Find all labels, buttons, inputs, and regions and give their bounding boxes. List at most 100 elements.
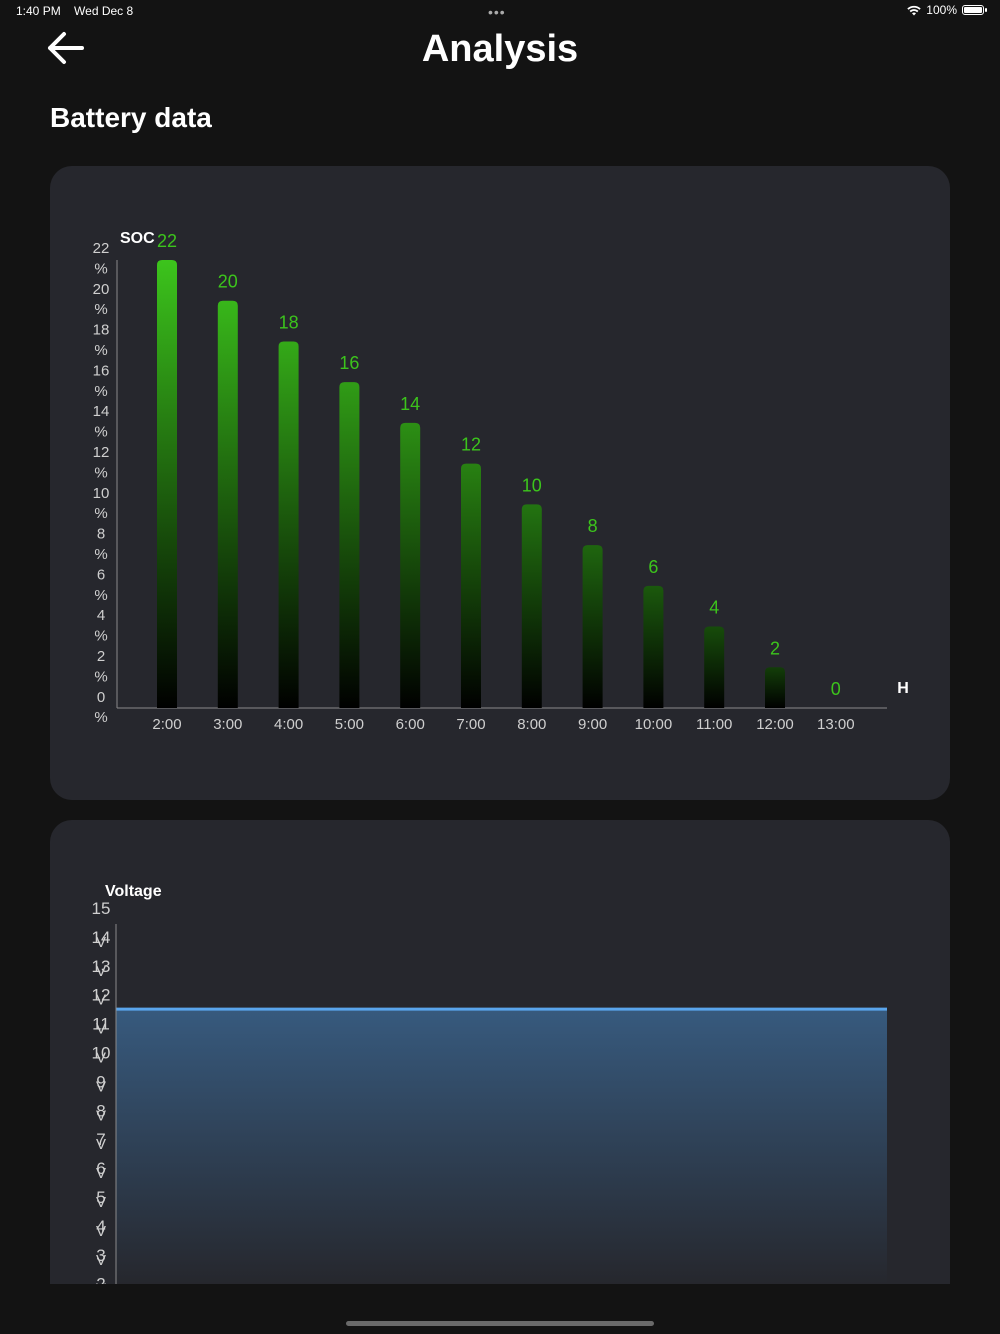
- voltage-y-tick-label: 9: [96, 1072, 105, 1091]
- voltage-y-axis-title: Voltage: [105, 883, 162, 900]
- soc-bar-value-label: 6: [648, 557, 658, 577]
- battery-percent: 100%: [926, 3, 957, 17]
- status-bar: 1:40 PM Wed Dec 8 ••• 100%: [0, 0, 1000, 24]
- voltage-y-tick-label: 3: [96, 1246, 105, 1265]
- status-right: 100%: [907, 3, 987, 17]
- soc-x-tick-label: 13:00: [817, 716, 855, 733]
- voltage-y-tick-label: 6: [96, 1159, 105, 1178]
- voltage-y-tick-label: 14: [92, 928, 111, 947]
- soc-y-tick-label: %: [94, 383, 107, 400]
- soc-bar-value-label: 8: [588, 516, 598, 536]
- soc-x-tick-label: 9:00: [578, 716, 607, 733]
- voltage-y-tick-unit: V: [96, 1252, 106, 1269]
- voltage-y-tick-unit: V: [96, 992, 106, 1009]
- multitasking-dots[interactable]: •••: [488, 4, 506, 20]
- battery-icon: [962, 5, 987, 15]
- soc-y-tick-label: %: [94, 342, 107, 359]
- soc-x-tick-label: 6:00: [396, 716, 425, 733]
- voltage-y-tick-unit: V: [96, 1107, 106, 1124]
- voltage-y-tick-label: 15: [92, 899, 111, 918]
- soc-y-tick-label: 8: [97, 526, 105, 543]
- soc-x-tick-label: 4:00: [274, 716, 303, 733]
- soc-y-tick-label: 20: [93, 281, 110, 298]
- voltage-y-tick-unit: V: [96, 1050, 106, 1067]
- soc-y-tick-label: 18: [93, 322, 110, 339]
- soc-bar-value-label: 20: [218, 272, 238, 292]
- soc-y-tick-label: 0: [97, 689, 105, 706]
- soc-bar-value-label: 10: [522, 475, 542, 495]
- section-title: Battery data: [50, 102, 212, 133]
- soc-y-tick-label: %: [94, 464, 107, 481]
- soc-y-tick-label: 12: [93, 444, 110, 461]
- soc-y-axis-title: SOC: [120, 230, 155, 247]
- soc-y-tick-label: %: [94, 505, 107, 522]
- soc-bar: [704, 626, 725, 708]
- soc-y-tick-label: 16: [93, 362, 110, 379]
- soc-x-tick-label: 10:00: [635, 716, 673, 733]
- arrow-left-icon: [48, 32, 84, 64]
- voltage-y-tick-label: 11: [92, 1015, 110, 1034]
- voltage-y-tick-label: 7: [96, 1130, 105, 1149]
- soc-bar: [400, 422, 421, 708]
- soc-bar: [157, 260, 177, 708]
- soc-x-tick-label: 7:00: [456, 716, 485, 733]
- voltage-y-tick-label: 12: [92, 986, 111, 1005]
- soc-x-tick-label: 12:00: [756, 716, 794, 733]
- voltage-area-chart: Voltage1514V13V12V11V10V9V8V7V6V5V4V3V2V: [92, 883, 887, 1284]
- soc-y-tick-label: %: [94, 546, 107, 563]
- voltage-y-tick-label: 4: [96, 1217, 105, 1236]
- soc-y-tick-label: %: [94, 260, 107, 277]
- soc-bar-value-label: 18: [279, 312, 299, 332]
- soc-y-tick-label: %: [94, 709, 107, 726]
- page-title: Analysis: [421, 28, 579, 70]
- status-time: 1:40 PM: [16, 4, 61, 18]
- soc-bar-value-label: 4: [709, 598, 719, 618]
- soc-bar-value-label: 14: [400, 394, 420, 414]
- voltage-y-tick-unit: V: [96, 934, 106, 951]
- voltage-y-tick-unit: V: [96, 1021, 106, 1038]
- soc-y-tick-label: 10: [93, 485, 110, 502]
- soc-bar: [217, 300, 238, 708]
- soc-x-tick-label: 5:00: [335, 716, 364, 733]
- voltage-y-tick-label: 2: [96, 1275, 105, 1284]
- voltage-y-tick-unit: V: [96, 1165, 106, 1182]
- voltage-area-fill: [116, 1009, 887, 1284]
- voltage-y-tick-unit: V: [96, 963, 106, 980]
- soc-y-tick-label: 4: [97, 607, 105, 624]
- soc-y-tick-label: 2: [97, 648, 105, 665]
- soc-y-tick-label: %: [94, 628, 107, 645]
- soc-bar: [461, 463, 481, 708]
- wifi-icon: [907, 5, 921, 15]
- soc-x-tick-label: 8:00: [517, 716, 546, 733]
- voltage-y-tick-label: 10: [92, 1044, 111, 1063]
- soc-bar: [278, 341, 299, 708]
- soc-x-tick-label: 11:00: [696, 716, 732, 733]
- soc-bar-value-label: 2: [770, 638, 780, 658]
- soc-y-tick-label: 22: [93, 240, 110, 257]
- soc-y-tick-label: %: [94, 301, 107, 318]
- voltage-y-tick-unit: V: [96, 1281, 106, 1284]
- soc-bar: [582, 545, 603, 708]
- status-date: Wed Dec 8: [74, 4, 134, 18]
- voltage-y-tick-unit: V: [96, 1223, 106, 1240]
- soc-bar-value-label: 0: [831, 679, 841, 699]
- voltage-y-tick-label: 13: [92, 957, 111, 976]
- soc-y-tick-label: 6: [97, 566, 105, 583]
- voltage-chart-card: Voltage1514V13V12V11V10V9V8V7V6V5V4V3V2V: [50, 820, 950, 1284]
- soc-y-tick-label: 14: [93, 403, 110, 420]
- soc-bar-value-label: 12: [461, 435, 481, 455]
- voltage-y-tick-label: 8: [96, 1101, 105, 1120]
- soc-x-tick-label: 2:00: [152, 716, 181, 733]
- voltage-y-tick-unit: V: [96, 1078, 106, 1095]
- soc-bar-chart: 22%20%18%16%14%12%10%8%6%4%2%0%SOCH222:0…: [93, 230, 909, 733]
- voltage-y-tick-unit: V: [96, 1136, 106, 1153]
- soc-bar-value-label: 16: [339, 353, 359, 373]
- back-button[interactable]: [44, 28, 88, 68]
- soc-bar: [643, 585, 664, 708]
- soc-bar: [339, 382, 360, 708]
- soc-x-tick-label: 3:00: [213, 716, 242, 733]
- soc-bar-value-label: 22: [157, 231, 177, 251]
- soc-chart-card: 22% 20% 18% 16% 14% 12% 10% 8% 6% 4% 2% 0% SOC H 22 2:0…: [50, 166, 950, 800]
- voltage-y-tick-label: 5: [96, 1188, 105, 1207]
- home-indicator[interactable]: [346, 1321, 654, 1326]
